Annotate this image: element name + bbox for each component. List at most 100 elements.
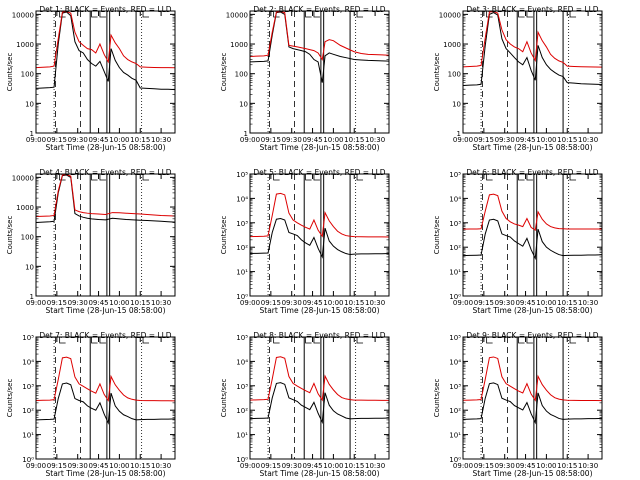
x-tick-label: 09:30 — [495, 462, 515, 470]
x-tick-label: 09:30 — [68, 299, 88, 307]
x-axis-label: Start Time (28-Jun-15 08:58:00) — [46, 469, 166, 478]
y-axis-label: Counts/sec — [433, 53, 441, 92]
x-tick-label: 09:45 — [515, 462, 535, 470]
series-lld-line — [250, 356, 389, 402]
y-tick-label: 10⁰ — [236, 456, 248, 464]
series-events-line — [250, 217, 389, 259]
x-tick-label: 10:00 — [536, 299, 556, 307]
corner-mark — [569, 337, 577, 344]
x-tick-label: 09:00 — [240, 462, 260, 470]
x-tick-label: 09:15 — [261, 462, 281, 470]
plot-frame — [249, 10, 390, 134]
series-events-line — [36, 382, 175, 425]
y-tick-label: 10³ — [449, 383, 461, 391]
chart-title: Det 1: BLACK = Events, RED = LLD — [39, 5, 171, 14]
chart-title: Det 6: BLACK = Events, RED = LLD — [466, 168, 598, 177]
y-tick-label: 10⁰ — [236, 293, 248, 301]
x-tick-label: 09:15 — [47, 299, 67, 307]
x-axis-label: Start Time (28-Jun-15 08:58:00) — [46, 143, 166, 152]
x-tick-label: 09:45 — [302, 462, 322, 470]
corner-mark — [313, 174, 320, 181]
y-tick-label: 10 — [25, 263, 34, 271]
plot-frame — [462, 10, 603, 134]
chart-title: Det 2: BLACK = Events, RED = LLD — [253, 5, 385, 14]
x-tick-label: 10:15 — [344, 299, 364, 307]
y-tick-label: 100 — [235, 71, 248, 79]
x-tick-label: 10:15 — [557, 136, 577, 144]
x-tick-label: 10:00 — [109, 462, 129, 470]
corner-mark — [91, 337, 98, 344]
x-tick-label: 09:00 — [26, 299, 46, 307]
y-tick-label: 10⁴ — [449, 358, 461, 366]
y-tick-label: 10³ — [22, 383, 34, 391]
x-tick-label: 10:15 — [557, 462, 577, 470]
y-tick-label: 10 — [452, 100, 461, 108]
corner-mark — [356, 11, 364, 18]
corner-mark — [486, 337, 493, 344]
y-axis-label: Counts/sec — [220, 216, 228, 255]
corner-mark — [59, 174, 66, 181]
corner-mark — [142, 337, 150, 344]
chart-title: Det 4: BLACK = Events, RED = LLD — [39, 168, 171, 177]
corner-mark — [518, 174, 525, 181]
panel-2: 1 10 100 1000 10000 09:00 09:15 09:30 09:45 10:00… — [220, 5, 390, 152]
y-tick-label: 10² — [449, 244, 461, 252]
plot-frame — [35, 336, 176, 460]
x-tick-label: 09:00 — [240, 136, 260, 144]
y-tick-label: 100 — [448, 71, 461, 79]
x-tick-label: 10:15 — [344, 462, 364, 470]
y-tick-label: 10⁵ — [236, 334, 248, 342]
corner-mark — [518, 337, 525, 344]
corner-mark — [356, 174, 364, 181]
y-tick-label: 10³ — [236, 383, 248, 391]
x-tick-label: 09:30 — [282, 462, 302, 470]
x-tick-label: 10:00 — [536, 462, 556, 470]
panel-4: 1 10 100 1000 10000 09:00 09:15 09:30 09:45 10:00… — [6, 168, 176, 315]
y-tick-label: 100 — [21, 234, 34, 242]
series-lld-line — [250, 192, 389, 238]
x-tick-label: 10:15 — [130, 462, 150, 470]
y-tick-label: 1 — [30, 130, 34, 138]
series-events-line — [250, 11, 389, 83]
x-tick-label: 10:15 — [130, 136, 150, 144]
corner-mark — [313, 11, 320, 18]
x-tick-label: 09:00 — [26, 462, 46, 470]
x-tick-label: 09:30 — [282, 299, 302, 307]
y-tick-label: 1000 — [230, 41, 248, 49]
x-tick-label: 10:30 — [151, 299, 171, 307]
x-tick-label: 10:30 — [578, 462, 598, 470]
x-tick-label: 09:30 — [68, 462, 88, 470]
x-tick-label: 09:45 — [88, 299, 108, 307]
plot-frame — [462, 336, 603, 460]
series-events-line — [463, 12, 602, 86]
x-tick-label: 09:15 — [47, 136, 67, 144]
series-lld-line — [36, 11, 175, 69]
y-tick-label: 10⁵ — [449, 334, 461, 342]
y-tick-label: 10⁵ — [22, 334, 34, 342]
y-tick-label: 10² — [236, 407, 248, 415]
corner-mark — [305, 11, 312, 18]
x-tick-label: 10:15 — [130, 299, 150, 307]
corner-mark — [273, 174, 280, 181]
x-tick-label: 09:45 — [88, 136, 108, 144]
y-tick-label: 10¹ — [449, 269, 461, 277]
x-tick-label: 09:00 — [26, 136, 46, 144]
y-axis-label: Counts/sec — [6, 53, 14, 92]
x-tick-label: 09:00 — [453, 136, 473, 144]
y-tick-label: 10 — [25, 100, 34, 108]
y-tick-label: 10² — [236, 244, 248, 252]
y-tick-label: 10² — [22, 407, 34, 415]
x-tick-label: 09:00 — [453, 462, 473, 470]
y-tick-label: 10¹ — [22, 432, 34, 440]
y-tick-label: 10000 — [439, 11, 461, 19]
corner-mark — [526, 11, 533, 18]
series-lld-line — [463, 11, 602, 68]
x-tick-label: 10:30 — [151, 136, 171, 144]
x-tick-label: 10:15 — [344, 136, 364, 144]
x-tick-label: 09:30 — [495, 136, 515, 144]
y-axis-label: Counts/sec — [6, 216, 14, 255]
y-axis-label: Counts/sec — [220, 379, 228, 418]
corner-mark — [526, 174, 533, 181]
